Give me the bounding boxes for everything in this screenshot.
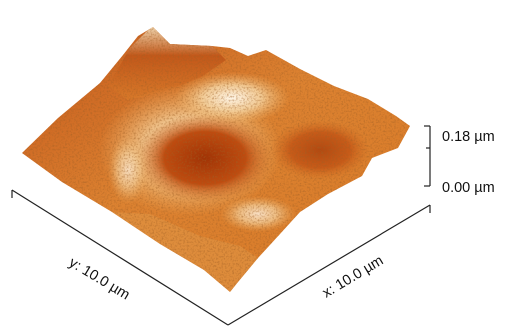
- z-scale-bar: [424, 125, 431, 187]
- x-axis-label: x: 10.0 µm: [320, 253, 387, 302]
- z-min-label: 0.00 µm: [442, 180, 495, 196]
- x-axis-line: [227, 204, 431, 326]
- y-axis-line: [11, 189, 229, 326]
- z-max-label: 0.18 µm: [442, 129, 495, 145]
- y-axis-label: y: 10.0 µm: [66, 255, 133, 304]
- base-axes: [11, 189, 431, 326]
